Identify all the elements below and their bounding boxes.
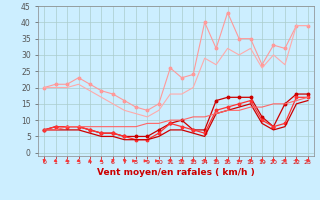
X-axis label: Vent moyen/en rafales ( km/h ): Vent moyen/en rafales ( km/h ) — [97, 168, 255, 177]
